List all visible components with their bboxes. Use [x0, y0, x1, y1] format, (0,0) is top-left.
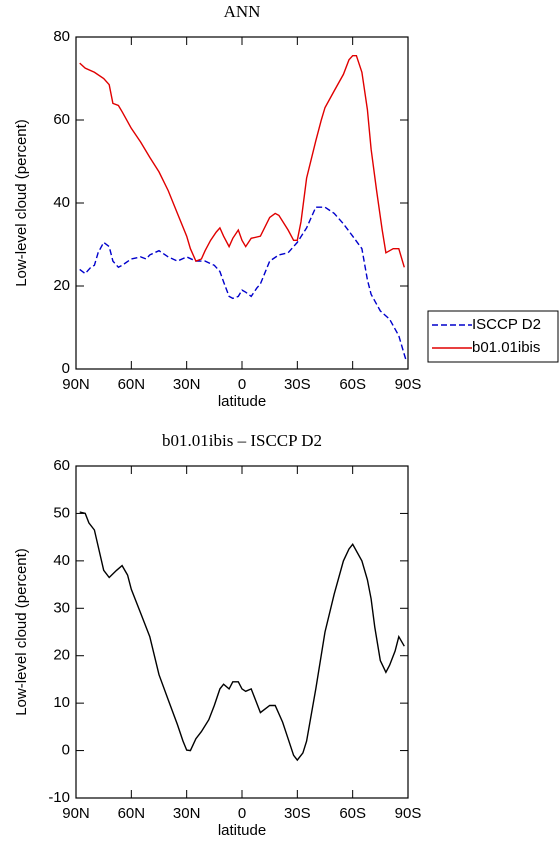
y-tick-label: 40	[53, 552, 70, 569]
x-axis-label: latitude	[218, 393, 266, 410]
y-tick-label: 40	[53, 194, 70, 211]
data-line	[79, 55, 405, 268]
y-tick-label: 0	[62, 360, 70, 377]
plot-frame	[75, 36, 409, 370]
y-axis-label: Low-level cloud (percent)	[13, 119, 30, 287]
y-tick-label: 50	[53, 504, 70, 521]
x-tick-label: 0	[238, 805, 246, 822]
y-tick-label: 30	[53, 599, 70, 616]
data-line	[79, 511, 405, 762]
x-tick-label: 30S	[284, 376, 311, 393]
x-tick-label: 90N	[62, 805, 90, 822]
x-axis-label: latitude	[218, 822, 266, 839]
x-tick-label: 90N	[62, 376, 90, 393]
y-tick-label: -10	[48, 789, 70, 806]
x-tick-label: 60S	[339, 805, 366, 822]
x-tick-label: 30N	[173, 376, 201, 393]
x-tick-label: 30N	[173, 805, 201, 822]
y-tick-label: 20	[53, 277, 70, 294]
legend-label: ISCCP D2	[472, 316, 541, 333]
x-tick-label: 60N	[118, 805, 146, 822]
y-tick-label: 0	[62, 742, 70, 759]
x-tick-label: 60S	[339, 376, 366, 393]
x-tick-label: 60N	[118, 376, 146, 393]
x-tick-label: 90S	[395, 805, 422, 822]
data-line	[79, 206, 407, 361]
x-tick-label: 0	[238, 376, 246, 393]
y-tick-label: 10	[53, 694, 70, 711]
legend-box	[427, 310, 559, 363]
x-tick-label: 30S	[284, 805, 311, 822]
y-tick-label: 60	[53, 111, 70, 128]
chart-title: b01.01ibis – ISCCP D2	[162, 431, 322, 450]
y-tick-label: 60	[53, 457, 70, 474]
y-tick-label: 20	[53, 647, 70, 664]
plot-frame	[75, 465, 409, 799]
x-tick-label: 90S	[395, 376, 422, 393]
y-tick-label: 80	[53, 28, 70, 45]
y-axis-label: Low-level cloud (percent)	[13, 548, 30, 716]
chart-title: ANN	[224, 2, 261, 21]
legend-label: b01.01ibis	[472, 339, 540, 356]
